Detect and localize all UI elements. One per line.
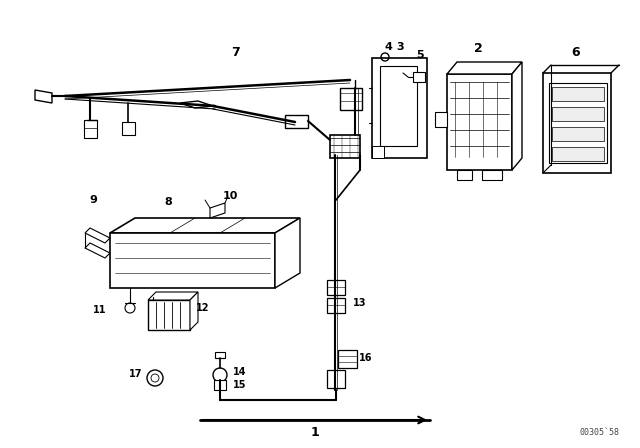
Polygon shape — [327, 298, 345, 313]
Polygon shape — [552, 87, 604, 101]
Polygon shape — [552, 107, 604, 121]
Text: 16: 16 — [359, 353, 372, 363]
Polygon shape — [148, 292, 198, 300]
Text: 15: 15 — [233, 380, 247, 390]
Text: 1: 1 — [310, 426, 319, 439]
Polygon shape — [35, 90, 52, 103]
Text: 12: 12 — [196, 303, 210, 313]
Polygon shape — [380, 66, 417, 146]
Text: 10: 10 — [222, 191, 237, 201]
Polygon shape — [447, 74, 512, 170]
Polygon shape — [190, 292, 198, 330]
Text: 7: 7 — [230, 46, 239, 59]
Polygon shape — [85, 243, 110, 258]
Polygon shape — [122, 122, 135, 135]
Polygon shape — [552, 127, 604, 141]
Text: 2: 2 — [474, 42, 483, 55]
Polygon shape — [372, 146, 384, 158]
Text: 4: 4 — [384, 42, 392, 52]
Text: 11: 11 — [93, 305, 107, 315]
Polygon shape — [210, 203, 225, 218]
Polygon shape — [435, 112, 447, 127]
Polygon shape — [84, 120, 97, 138]
Polygon shape — [330, 135, 360, 158]
Polygon shape — [180, 101, 213, 108]
Polygon shape — [482, 170, 502, 180]
Polygon shape — [457, 170, 472, 180]
Text: 13: 13 — [353, 298, 367, 308]
Polygon shape — [543, 73, 611, 173]
Polygon shape — [285, 115, 308, 128]
Polygon shape — [512, 62, 522, 170]
Text: 14: 14 — [233, 367, 247, 377]
Polygon shape — [549, 83, 607, 163]
Polygon shape — [340, 88, 362, 110]
Text: 3: 3 — [396, 42, 404, 52]
Polygon shape — [338, 350, 357, 368]
Text: 5: 5 — [416, 50, 424, 60]
Polygon shape — [215, 352, 225, 358]
Text: 9: 9 — [89, 195, 97, 205]
Polygon shape — [148, 300, 190, 330]
Text: 8: 8 — [164, 197, 172, 207]
Polygon shape — [275, 218, 300, 288]
Polygon shape — [327, 280, 345, 295]
Polygon shape — [110, 218, 300, 233]
Polygon shape — [85, 228, 110, 243]
Text: 6: 6 — [572, 46, 580, 59]
Polygon shape — [552, 147, 604, 161]
Text: 00305`58: 00305`58 — [580, 427, 620, 436]
Polygon shape — [372, 58, 427, 158]
Text: 17: 17 — [129, 369, 143, 379]
Polygon shape — [327, 370, 345, 388]
Polygon shape — [447, 62, 522, 74]
Polygon shape — [110, 233, 275, 288]
Polygon shape — [413, 72, 425, 82]
Polygon shape — [214, 380, 226, 390]
